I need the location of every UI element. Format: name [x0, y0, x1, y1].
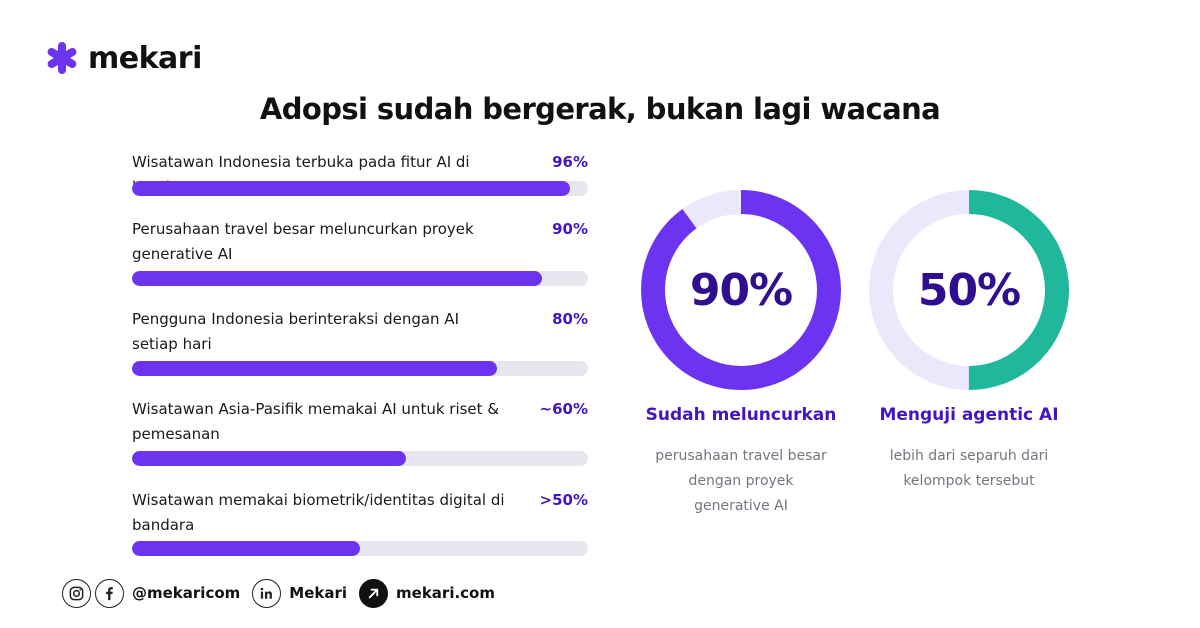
- arrow-up-right-icon: [368, 588, 379, 598]
- instagram-link[interactable]: [62, 578, 91, 608]
- bar-track: [132, 361, 588, 376]
- footer-social: @mekaricom Mekari mekari.com: [62, 578, 507, 608]
- bar-track: [132, 181, 588, 196]
- mekari-star-icon: [47, 42, 77, 74]
- donut-chart-launched: 90%: [641, 190, 841, 390]
- bar-value-label: ~60%: [539, 400, 588, 418]
- website-url: mekari.com: [396, 584, 495, 602]
- bar-fill: [132, 181, 570, 196]
- donut-slice: [869, 190, 1069, 390]
- bar-row: Wisatawan memakai biometrik/identitas di…: [132, 488, 588, 538]
- bar-row-header: Perusahaan travel besar meluncurkan proy…: [132, 217, 588, 267]
- bar-label: Perusahaan travel besar meluncurkan proy…: [132, 220, 474, 263]
- bar-label: Wisatawan memakai biometrik/identitas di…: [132, 491, 505, 534]
- bar-track: [132, 541, 588, 556]
- bar-fill: [132, 361, 497, 376]
- bar-row: Wisatawan Asia-Pasifik memakai AI untuk …: [132, 397, 588, 447]
- caption-line: kelompok tersebut: [903, 473, 1035, 489]
- bar-value-label: 80%: [552, 310, 588, 328]
- donut-caption-title: Sudah meluncurkan: [645, 405, 837, 425]
- caption-line: generative AI: [694, 498, 788, 514]
- bar-track: [132, 271, 588, 286]
- bar-row-header: Wisatawan Asia-Pasifik memakai AI untuk …: [132, 397, 588, 447]
- instagram-icon: [69, 586, 84, 600]
- bar-fill: [132, 271, 543, 286]
- donut-chart-agentic: 50%: [869, 190, 1069, 390]
- linkedin-name: Mekari: [289, 584, 348, 602]
- bar-value-label: 96%: [552, 153, 588, 171]
- brand-name: mekari: [88, 40, 202, 76]
- caption-line: perusahaan travel besar: [655, 448, 827, 464]
- caption-line: lebih dari separuh dari: [889, 448, 1049, 464]
- caption-line: dengan proyek: [688, 473, 794, 489]
- facebook-link[interactable]: [95, 578, 124, 608]
- donut-slice: [641, 190, 841, 390]
- bar-label: Pengguna Indonesia berinteraksi dengan A…: [132, 310, 459, 353]
- bar-label: Wisatawan Asia-Pasifik memakai AI untuk …: [132, 400, 500, 443]
- bar-row-header: Wisatawan memakai biometrik/identitas di…: [132, 488, 588, 538]
- brand-logo: mekari: [44, 40, 202, 76]
- linkedin-link[interactable]: [252, 578, 282, 608]
- bar-value-label: 90%: [552, 220, 588, 238]
- bar-value-label: >50%: [539, 491, 588, 509]
- donut-center-label: 90%: [689, 264, 793, 316]
- bar-row: Pengguna Indonesia berinteraksi dengan A…: [132, 307, 588, 357]
- social-handle: @mekaricom: [132, 584, 241, 602]
- donut-caption-desc: perusahaan travel besar dengan proyek ge…: [621, 444, 861, 519]
- bar-fill: [132, 451, 406, 466]
- bar-row: Perusahaan travel besar meluncurkan proy…: [132, 217, 588, 267]
- donut-caption-title: Menguji agentic AI: [879, 405, 1059, 425]
- facebook-icon: [106, 586, 113, 600]
- bar-fill: [132, 541, 360, 556]
- donut-caption-desc: lebih dari separuh dari kelompok tersebu…: [849, 444, 1089, 494]
- bar-row-header: Pengguna Indonesia berinteraksi dengan A…: [132, 307, 588, 357]
- donut-center-label: 50%: [917, 264, 1021, 316]
- linkedin-icon: [260, 587, 273, 599]
- page-title: Adopsi sudah bergerak, bukan lagi wacana: [259, 92, 941, 126]
- website-link[interactable]: [359, 578, 389, 608]
- bar-track: [132, 451, 588, 466]
